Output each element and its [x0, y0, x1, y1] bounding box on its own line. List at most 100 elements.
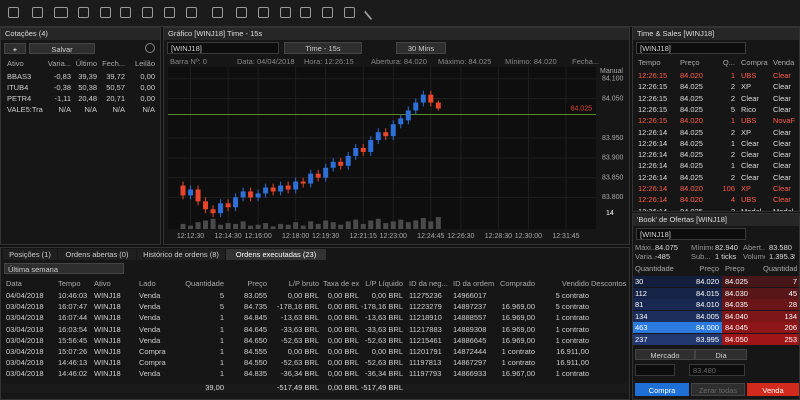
- tool-icon[interactable]: [100, 7, 111, 18]
- column-header: Vendido: [561, 279, 589, 288]
- table-cell: 106: [722, 184, 735, 193]
- sell-button[interactable]: Venda: [747, 383, 799, 396]
- column-header: Preço: [699, 264, 719, 273]
- table-cell: 84.845: [244, 313, 267, 323]
- table-cell: 5: [219, 291, 224, 300]
- table-cell: 04/04/2018: [6, 291, 44, 300]
- quotes-panel: Cotações (4) + Salvar Ativo Varia... Último Fe…: [0, 27, 161, 245]
- column-header: Lado: [139, 279, 156, 288]
- total-cell: 39,00: [205, 383, 224, 392]
- table-cell: 84.025: [680, 104, 703, 114]
- table-cell: Clear: [773, 138, 791, 148]
- tool-icon[interactable]: [164, 7, 175, 18]
- candle-body: [323, 167, 329, 178]
- column-header: Preço: [725, 264, 745, 273]
- tool-icon[interactable]: [258, 7, 269, 18]
- symbol-input[interactable]: [WINJ18]: [636, 228, 746, 240]
- table-cell: 11275236: [409, 291, 442, 300]
- tool-icon[interactable]: [186, 7, 197, 18]
- table-cell: 16.969,00: [501, 324, 535, 334]
- tool-icon[interactable]: [142, 7, 153, 18]
- period-dropdown[interactable]: 30 Mins: [396, 42, 446, 54]
- column-header: Ativo: [7, 59, 24, 68]
- table-cell: 0,00 BRL: [327, 291, 359, 300]
- quantity-input[interactable]: [635, 364, 675, 376]
- tool-icon[interactable]: [212, 7, 223, 18]
- table-cell: 12:26:14: [638, 161, 668, 171]
- table-cell: 5: [730, 104, 735, 114]
- table-cell: Modal: [741, 206, 762, 212]
- tool-icon[interactable]: [236, 7, 247, 18]
- tool-icon[interactable]: [32, 7, 43, 18]
- tool-icon[interactable]: [280, 7, 291, 18]
- search-icon[interactable]: [145, 43, 155, 53]
- candle-body: [353, 148, 359, 156]
- table-cell: WINJ18: [94, 324, 121, 334]
- candle-body: [413, 102, 419, 111]
- book-stat: Mínimo: [691, 243, 713, 252]
- book-panel: 'Book' de Ofertas [WINJ18] [WINJ18] Máxi..…: [632, 213, 800, 400]
- add-button[interactable]: +: [4, 43, 26, 54]
- table-cell: Clear: [741, 150, 759, 160]
- table-cell: Modal: [773, 206, 794, 212]
- volume-bar: [203, 220, 209, 229]
- table-cell: Clear: [773, 172, 791, 182]
- tab[interactable]: Posições (1): [3, 249, 57, 260]
- tool-icon[interactable]: [322, 7, 333, 18]
- table-cell: 0,00 BRL: [327, 324, 359, 334]
- volume-bar: [188, 225, 194, 229]
- filter-dropdown[interactable]: Última semana: [4, 263, 124, 274]
- zero-button[interactable]: Zerar todas: [691, 383, 745, 396]
- volume-bar: [345, 221, 351, 229]
- table-cell: Clear: [741, 172, 759, 182]
- volume-bar: [240, 221, 246, 229]
- chart-info: Fecha...: [572, 57, 600, 66]
- table-cell: 16.969,00: [501, 302, 535, 312]
- buy-button[interactable]: Compra: [635, 383, 689, 396]
- table-cell: XP: [741, 82, 752, 92]
- ask-row: [722, 310, 799, 322]
- tool-icon[interactable]: [54, 7, 68, 18]
- table-cell: Clear: [773, 71, 791, 80]
- table-cell: 84.020: [696, 277, 719, 286]
- tool-icon[interactable]: [120, 7, 131, 18]
- total-cell: -517,49 BRL: [360, 383, 403, 392]
- save-dropdown[interactable]: Salvar: [29, 43, 95, 54]
- tool-icon[interactable]: [78, 7, 89, 18]
- tool-icon[interactable]: [8, 7, 19, 18]
- table-cell: -13,63 BRL: [281, 313, 319, 323]
- table-cell: WINJ18: [94, 369, 121, 379]
- candle-body: [383, 132, 389, 137]
- volume-bar: [270, 226, 276, 229]
- table-cell: Compra: [139, 358, 166, 368]
- timeframe-dropdown[interactable]: Time - 15s: [284, 42, 362, 54]
- tool-icon[interactable]: [300, 7, 311, 18]
- ask-row: [722, 322, 799, 333]
- table-cell: 0,00: [140, 72, 155, 81]
- order-type-dropdown[interactable]: Mercado: [635, 349, 695, 360]
- table-cell: 45: [788, 288, 797, 298]
- validity-dropdown[interactable]: Dia: [695, 349, 747, 360]
- tab[interactable]: Ordens abertas (0): [58, 249, 136, 260]
- symbol-input[interactable]: [WINJ18]: [636, 42, 746, 54]
- tab[interactable]: Histórico de ordens (8): [137, 249, 225, 260]
- chart-info: Mínimo: 84.020: [505, 57, 557, 66]
- price-input[interactable]: 83.480: [689, 364, 745, 376]
- symbol-input[interactable]: [WINJ18]: [167, 42, 279, 54]
- candle-body: [300, 181, 306, 184]
- table-cell: 03/04/2018: [6, 358, 44, 368]
- tab[interactable]: Ordens executadas (23): [226, 249, 326, 260]
- tool-icon[interactable]: [344, 7, 355, 18]
- tool-icon[interactable]: [363, 4, 380, 21]
- table-cell: -33,63 BRL: [281, 324, 319, 334]
- table-cell: 11217883: [409, 324, 442, 334]
- table-cell: 14889308: [453, 324, 487, 334]
- ask-row: [722, 333, 799, 345]
- table-cell: -36,34 BRL: [365, 369, 403, 379]
- table-cell: 0,00 BRL: [327, 347, 359, 356]
- table-cell: Clear: [773, 82, 791, 92]
- table-cell: 134: [784, 311, 797, 321]
- book-stat: 1.395.352: [769, 252, 795, 261]
- candle-body: [360, 148, 366, 152]
